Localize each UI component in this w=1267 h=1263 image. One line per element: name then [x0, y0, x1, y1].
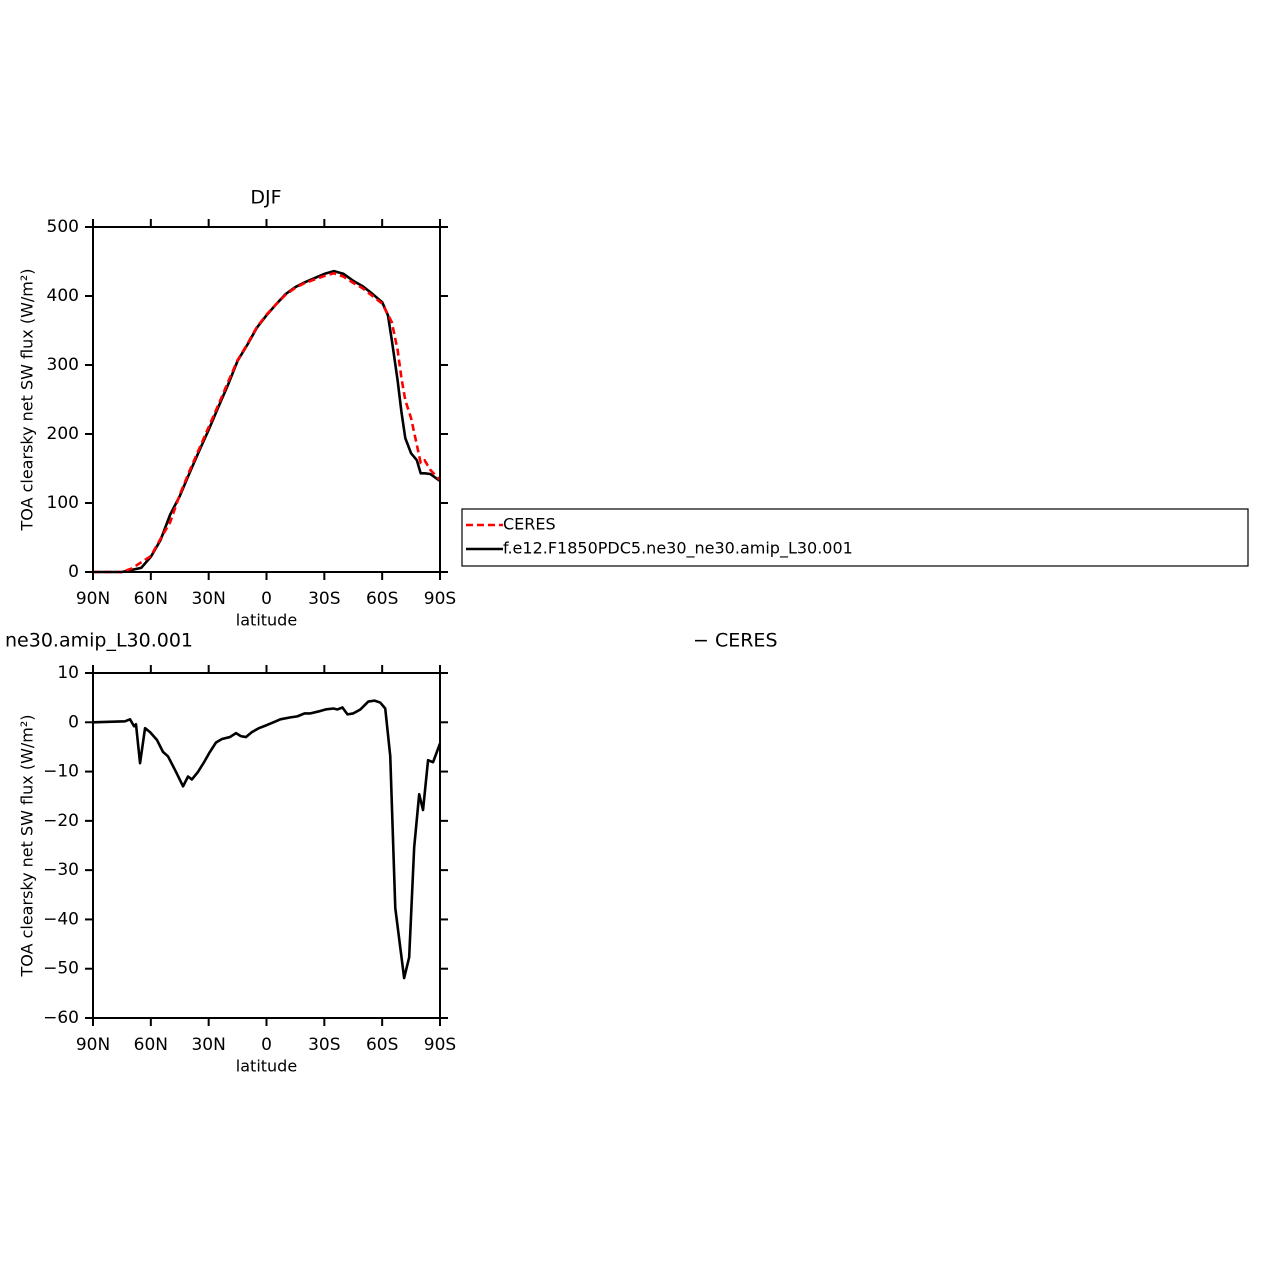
x-tick-label: 30N: [191, 1035, 225, 1055]
x-tick-label: 30S: [308, 589, 340, 609]
chart-title: ne30.amip_L30.001: [5, 630, 193, 652]
y-tick-label: 200: [47, 424, 79, 444]
chart-right-title: − CERES: [693, 630, 778, 652]
y-tick-label: 500: [47, 217, 79, 237]
y-axis-label: TOA clearsky net SW flux (W/m²): [18, 268, 37, 531]
chart: ne30.amip_L30.001 − CERES latitude TOA clea…: [5, 630, 778, 1076]
y-tick-label: 10: [57, 663, 79, 683]
x-tick-label: 60N: [134, 1035, 168, 1055]
plot-frame: [92, 672, 441, 1019]
y-axis-label: TOA clearsky net SW flux (W/m²): [18, 714, 37, 977]
chart-title: DJF: [250, 187, 281, 209]
x-tick-label: 90N: [76, 1035, 110, 1055]
x-axis-label: latitude: [236, 611, 297, 630]
chart: DJF latitude TOA clearsky net SW flux (W/m…: [18, 187, 1249, 630]
y-tick-label: −50: [43, 959, 79, 979]
x-tick-label: 60N: [134, 589, 168, 609]
plot-frame: [92, 226, 441, 573]
y-tick-label: −60: [43, 1008, 79, 1028]
x-tick-label: 0: [261, 589, 272, 609]
x-tick-label: 0: [261, 1035, 272, 1055]
data-line: [92, 699, 442, 980]
x-axis-label: latitude: [236, 1057, 297, 1076]
legend-box: [461, 508, 1249, 567]
data-line: [93, 271, 441, 574]
legend-label: CERES: [503, 515, 556, 534]
data-line: [93, 269, 441, 574]
x-tick-label: 60S: [366, 589, 398, 609]
y-tick-label: −40: [43, 909, 79, 929]
y-tick-label: −30: [43, 860, 79, 880]
x-tick-label: 30N: [191, 589, 225, 609]
x-tick-label: 60S: [366, 1035, 398, 1055]
x-tick-label: 90S: [424, 1035, 456, 1055]
x-tick-label: 90S: [424, 589, 456, 609]
x-tick-label: 90N: [76, 589, 110, 609]
y-tick-label: −10: [43, 762, 79, 782]
y-tick-label: 0: [68, 562, 79, 582]
y-tick-label: 400: [47, 286, 79, 306]
y-tick-label: 300: [47, 355, 79, 375]
legend-label: f.e12.F1850PDC5.ne30_ne30.amip_L30.001: [503, 539, 853, 559]
y-tick-label: 0: [68, 712, 79, 732]
y-tick-label: 100: [47, 493, 79, 513]
y-tick-label: −20: [43, 811, 79, 831]
x-tick-label: 30S: [308, 1035, 340, 1055]
